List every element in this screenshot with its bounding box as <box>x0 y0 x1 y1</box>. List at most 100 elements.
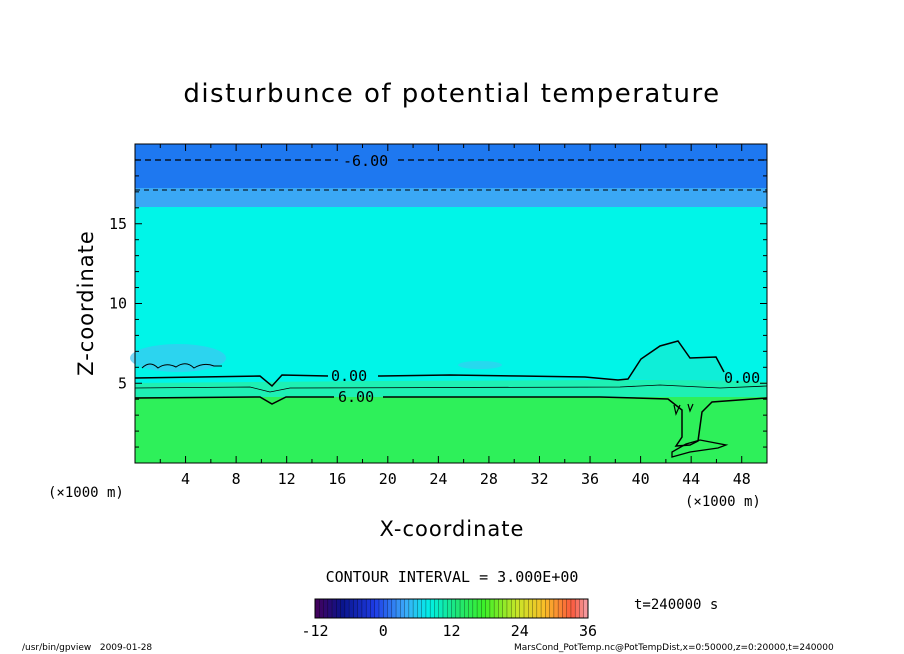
colorbar-cell <box>502 599 508 618</box>
x-tick-label: 20 <box>379 470 397 488</box>
field-green <box>135 397 767 463</box>
colorbar-cell <box>519 599 525 618</box>
colorbar-cell <box>481 599 486 618</box>
x-axis-ticks <box>159 144 743 463</box>
band-upper <box>135 144 767 188</box>
colorbar-cell <box>370 599 376 618</box>
colorbar-cell <box>477 599 482 618</box>
band-middle <box>135 188 767 207</box>
colorbar-cell <box>430 599 435 618</box>
x-tick-label: 8 <box>232 470 241 488</box>
x-tick-label: 4 <box>181 470 190 488</box>
colorbar-cell <box>485 599 491 618</box>
colorbar-frame <box>314 598 589 619</box>
anomaly-center <box>458 361 502 369</box>
colorbar-cell <box>438 599 444 618</box>
colorbar-cell <box>400 599 405 618</box>
x-tick-label: 48 <box>733 470 751 488</box>
colorbar-cell <box>340 599 346 618</box>
contour-zero <box>134 340 725 388</box>
colorbar-cell <box>378 599 384 618</box>
colorbar-tick-label: -12 <box>301 622 328 640</box>
colorbar-cell <box>494 599 499 618</box>
colorbar-cell <box>357 599 363 618</box>
colorbar-cell <box>387 599 393 618</box>
colorbar-cell <box>361 599 367 618</box>
colorbar-cell <box>391 599 397 618</box>
contour-hook <box>673 403 694 416</box>
colorbar-cell <box>366 599 371 618</box>
colorbar-cell <box>344 599 350 618</box>
contour-interval-text: CONTOUR INTERVAL = 3.000E+00 <box>326 568 579 586</box>
colorbar-tick-label: 0 <box>379 622 388 640</box>
x-tick-label: 16 <box>328 470 346 488</box>
colorbar-cell <box>417 599 422 618</box>
colorbar-cell <box>451 599 457 618</box>
colorbar-tick-labels: -12 0 12 24 36 <box>301 622 597 640</box>
footer-left: /usr/bin/gpview 2009-01-28 <box>22 643 152 653</box>
x-tick-label: 28 <box>480 470 498 488</box>
z-tick-label: 5 <box>118 374 127 392</box>
plot-area: -6.00 0.00 0.00 6.00 <box>130 143 768 464</box>
colorbar-cell <box>566 599 572 618</box>
colorbar-cell <box>464 599 469 618</box>
contour-label-zero-right: 0.00 <box>724 369 760 387</box>
z-axis-label: Z-coordinate <box>74 230 98 376</box>
contour-three <box>134 384 768 393</box>
colorbar-tick-label: 36 <box>579 622 597 640</box>
colorbar-cell <box>549 599 555 618</box>
contour-labels: -6.00 0.00 0.00 6.00 <box>331 152 760 406</box>
colorbar-cell <box>489 599 495 618</box>
colorbar-cell <box>532 599 538 618</box>
colorbar-cell <box>442 599 448 618</box>
x-axis-unit-left: (×1000 m) <box>48 485 124 501</box>
colorbar-cell <box>545 599 550 618</box>
x-tick-label: 32 <box>530 470 548 488</box>
colorbar-cell <box>396 599 401 618</box>
colorbar-cell <box>515 599 521 618</box>
colorbar-cell <box>408 599 414 618</box>
colorbar-cell <box>570 599 576 618</box>
contour-squiggle <box>141 363 222 369</box>
colorbar-cell <box>421 599 427 618</box>
z-axis-tick-labels: 5 10 15 <box>109 215 127 393</box>
colorbar-cell <box>336 599 341 618</box>
contour-label-minus6: -6.00 <box>343 152 388 170</box>
chart-title: disturbunce of potential temperature <box>183 79 720 109</box>
colorbar-tick-label: 12 <box>442 622 460 640</box>
footer-right: MarsCond_PotTemp.nc@PotTempDist,x=0:5000… <box>514 643 834 653</box>
x-axis-unit-right: (×1000 m) <box>685 494 761 510</box>
colorbar-cell <box>349 599 354 618</box>
colorbar-cell <box>332 599 337 618</box>
contour-label-six: 6.00 <box>338 388 374 406</box>
colorbar-cell <box>528 599 533 618</box>
anomaly-left <box>130 344 226 372</box>
colorbar-cell <box>434 599 440 618</box>
colorbar-cell <box>327 599 333 618</box>
field-lowcyan <box>135 380 767 398</box>
colorbar-cell <box>455 599 461 618</box>
colorbar-cell <box>404 599 410 618</box>
colorbar-cell <box>468 599 474 618</box>
colorbar <box>315 599 589 618</box>
colorbar-cell <box>353 599 358 618</box>
colorbar-cell <box>498 599 503 618</box>
plume-fill <box>630 342 730 383</box>
colorbar-cell <box>447 599 452 618</box>
colorbar-cell <box>541 599 546 618</box>
colorbar-cell <box>536 599 542 618</box>
x-axis-tick-labels: 4 8 12 16 20 24 28 32 36 40 44 48 <box>181 470 751 488</box>
colorbar-cell <box>579 599 585 618</box>
colorbar-cell <box>315 599 320 618</box>
colorbar-cell <box>472 599 478 618</box>
colorbar-cell <box>323 599 329 618</box>
x-tick-label: 24 <box>429 470 447 488</box>
colorbar-cell <box>383 599 388 618</box>
colorbar-cell <box>583 599 589 618</box>
colorbar-cell <box>506 599 512 618</box>
colorbar-cell <box>562 599 567 618</box>
z-tick-label: 15 <box>109 215 127 233</box>
colorbar-cell <box>413 599 418 618</box>
x-tick-label: 36 <box>581 470 599 488</box>
